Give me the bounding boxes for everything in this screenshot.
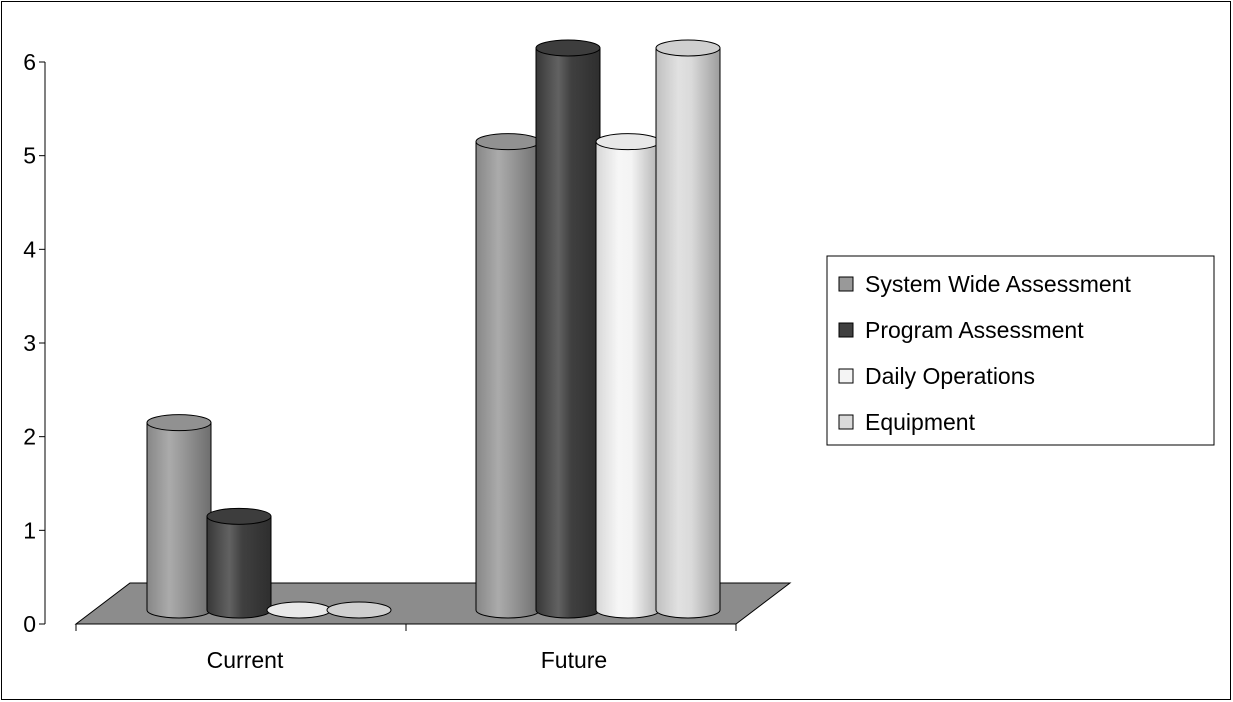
x-tick-label-future: Future [541, 647, 607, 673]
bar-system-wide-assessment-current [146, 414, 212, 619]
y-tick-label: 1 [23, 517, 36, 543]
bar-system-wide-assessment-future [475, 133, 541, 619]
legend-swatch-equipment [838, 414, 854, 430]
legend-swatch-program-assessment [838, 322, 854, 338]
y-tick-label: 3 [23, 330, 36, 356]
legend-box [826, 255, 1215, 446]
bar-daily-operations-future [595, 133, 661, 619]
legend-label-daily-operations: Daily Operations [865, 363, 1035, 389]
y-tick-label: 5 [23, 143, 36, 169]
bar-equipment-current [326, 601, 392, 619]
bar-program-assessment-current [206, 507, 272, 619]
bar-daily-operations-current [266, 601, 332, 619]
legend-label-system-wide-assessment: System Wide Assessment [865, 271, 1131, 297]
legend-label-program-assessment: Program Assessment [865, 317, 1084, 343]
y-axis: 0 1 2 3 4 5 6 [23, 49, 46, 637]
y-tick-label: 2 [23, 424, 36, 450]
bar-equipment-future [655, 39, 721, 619]
y-tick-label: 4 [23, 236, 36, 262]
x-axis: Current Future [75, 623, 737, 673]
legend: System Wide Assessment Program Assessment… [826, 255, 1215, 446]
legend-label-equipment: Equipment [865, 409, 976, 435]
y-tick-label: 0 [23, 611, 36, 637]
legend-swatch-system-wide-assessment [838, 276, 854, 292]
bar-program-assessment-future [535, 39, 601, 619]
y-tick-label: 6 [23, 49, 36, 75]
bar-group [146, 39, 721, 619]
legend-swatch-daily-operations [838, 368, 854, 384]
x-tick-label-current: Current [207, 647, 284, 673]
